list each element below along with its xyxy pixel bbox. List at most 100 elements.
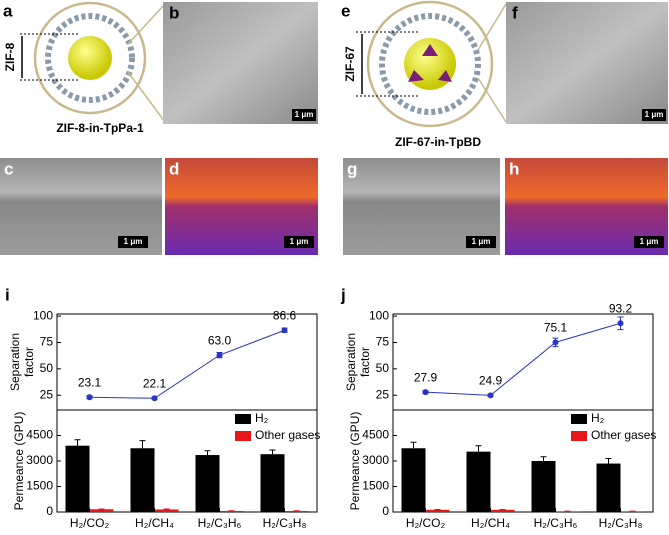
y-tick-label: 1500 [362,479,389,493]
legend-swatch [571,431,587,441]
bar [130,448,155,512]
bar [65,445,90,512]
y-tick-label: 0 [46,504,53,518]
point [216,352,223,359]
panel-label: f [512,3,518,22]
zoom-line [477,3,507,51]
scale-box [292,109,316,121]
error-bar [475,445,482,452]
frame-circle [33,1,147,115]
panel-e: e ZIF-67 ZIF-67-in-TpBD [341,0,507,149]
point [617,320,624,327]
scale-bar: 1 μm [295,110,314,119]
x-tick-label: H₂/C₃H₆ [534,516,578,530]
panel-d: d 1 μm [165,158,318,255]
panel-label: b [169,3,179,22]
bar [555,511,580,512]
dimension-label: ZIF-67 [343,46,357,82]
y-axis-label: Separation [8,333,22,391]
panel-label: d [169,159,179,178]
point [151,395,158,402]
legend-label: H₂ [255,411,269,425]
scale-bar: 1 μm [640,237,659,246]
point [552,339,559,346]
y-axis-label: factor [22,347,36,377]
scale-bar: 1 μm [290,237,309,246]
error-bar [269,449,276,455]
bar [284,510,309,512]
line [425,322,621,396]
value-label: 23.1 [78,375,102,389]
value-label: 63.0 [208,333,232,347]
y-tick-label: 1500 [26,479,53,493]
y-tick-label: 4500 [26,428,53,442]
scale-box [284,236,314,248]
y-tick-label: 50 [376,361,390,375]
dimension-label: ZIF-8 [3,42,17,71]
y-tick-label: 0 [382,504,389,518]
panel-label: c [4,159,13,178]
legend-swatch [571,414,587,424]
panel-b: b 1 μm [163,2,318,124]
y-tick-label: 3000 [26,453,53,467]
x-tick-label: H₂/C₃H₈ [263,516,307,530]
bar [620,511,645,512]
bar [466,451,491,512]
zoom-line [477,77,507,123]
panel-label: i [5,285,10,304]
y-tick-label: 75 [376,335,390,349]
panel-label: j [340,285,346,304]
y-axis-label: Permeance (GPU) [12,412,26,511]
bar [89,509,114,512]
scale-box [118,236,148,248]
panel-g: g 1 μm [343,158,500,255]
point [487,392,494,399]
y-axis-label: Permeance (GPU) [348,412,362,511]
legend-label: Other gases [591,428,656,442]
bar [596,463,621,512]
value-label: 22.1 [143,376,167,390]
caption: ZIF-67-in-TpBD [395,135,481,149]
bar [490,509,515,512]
y-tick-label: 75 [40,335,54,349]
bar [154,509,179,512]
x-tick-label: H₂/CH₄ [471,516,510,530]
cluster [422,44,438,56]
point [86,394,93,401]
point [422,389,429,396]
panel-a: a ZIF-8 ZIF-8-in-TpPa-1 [3,1,166,135]
bar [260,454,285,512]
x-tick-label: H₂/CO₂ [406,516,446,530]
plot-frame [56,313,318,411]
legend-swatch [235,414,251,424]
zoom-line [127,71,166,123]
shell [379,13,481,115]
scale-box [466,236,496,248]
y-tick-label: 25 [376,387,390,401]
frame-circle [366,0,494,128]
panel-h: h 1 μm [505,158,668,255]
error-bar [163,508,170,510]
y-tick-label: 50 [40,361,54,375]
panel-label: a [3,1,13,20]
y-tick-label: 25 [40,387,54,401]
plot-frame [392,313,654,411]
legend-label: H₂ [591,411,605,425]
scale-bar: 1 μm [124,237,143,246]
y-axis-label: Separation [344,333,358,391]
value-label: 27.9 [414,370,438,384]
scale-box [634,236,664,248]
y-tick-label: 3000 [362,453,389,467]
y-tick-label: 100 [369,308,389,322]
bar [401,448,426,512]
legend-swatch [235,431,251,441]
bar [219,510,244,512]
error-bar [139,440,146,449]
zif-core [68,36,112,80]
bar [531,461,556,512]
error-bar [540,456,547,461]
scale-bar: 1 μm [472,237,491,246]
line [89,329,285,399]
